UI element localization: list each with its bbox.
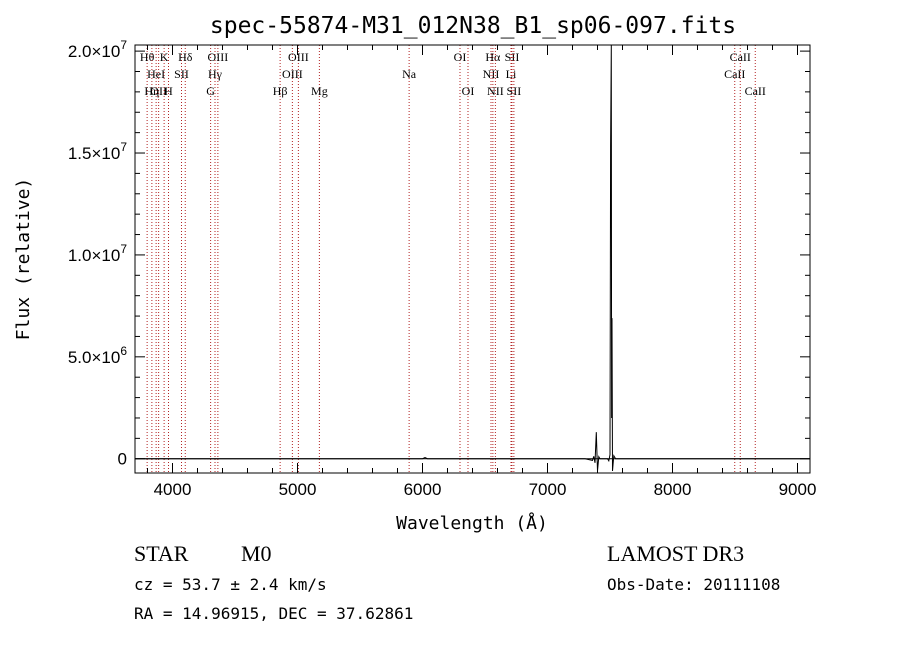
y-tick-mantissa: 5.0×10 (68, 348, 120, 367)
line-marker-label: OIII (288, 50, 309, 64)
spectrum-line (135, 44, 810, 472)
y-tick-label: 1.0×107 (68, 242, 127, 265)
line-marker-label: Hβ (273, 84, 288, 98)
line-marker-label: Na (402, 67, 417, 81)
y-tick-exponent: 7 (120, 242, 127, 256)
y-tick-exponent: 7 (120, 38, 127, 52)
x-tick-label: 7000 (529, 480, 567, 499)
line-marker-label: SII (505, 50, 520, 64)
line-marker-label: SII (174, 67, 189, 81)
y-tick-mantissa: 0 (118, 450, 127, 469)
chart-title: spec-55874-M31_012N38_B1_sp06-097.fits (210, 13, 736, 39)
line-marker-label: K (160, 50, 169, 64)
line-marker-label: NII (483, 67, 500, 81)
coordinates: RA = 14.96915, DEC = 37.62861 (134, 604, 413, 623)
y-tick-mantissa: 1.5×10 (68, 144, 120, 163)
y-tick-mantissa: 2.0×10 (68, 42, 120, 61)
line-marker-label: CaII (730, 50, 751, 64)
y-tick-mantissa: 1.0×10 (68, 246, 120, 265)
line-marker-label: Mg (311, 84, 328, 98)
line-marker-label: OI (454, 50, 467, 64)
y-tick-exponent: 6 (120, 344, 127, 358)
survey-name: LAMOST DR3 (607, 541, 744, 566)
spectral-line-markers: HθHηHeIOIIKHSIIHδGHγOIIIHβOIIIOIIIMgNaOI… (140, 45, 766, 473)
line-marker-label: OIII (208, 50, 229, 64)
line-marker-label: Hδ (178, 50, 193, 64)
y-axis-label: Flux (relative) (13, 178, 34, 341)
x-tick-label: 4000 (154, 480, 192, 499)
x-tick-label: 9000 (779, 480, 817, 499)
object-class: STAR (134, 541, 189, 566)
y-tick-exponent: 7 (120, 140, 127, 154)
x-tick-label: 8000 (654, 480, 692, 499)
plot-frame (134, 44, 811, 474)
line-marker-label: CaII (724, 67, 745, 81)
line-marker-label: Hγ (208, 67, 223, 81)
line-marker-label: Hη (144, 84, 159, 98)
line-marker-label: OIII (282, 67, 303, 81)
x-tick-label: 5000 (279, 480, 317, 499)
line-marker-label: CaII (745, 84, 766, 98)
x-axis-label: Wavelength (Å) (396, 512, 548, 534)
line-marker-label: OII (150, 84, 167, 98)
y-tick-label: 5.0×106 (68, 344, 127, 367)
line-marker-label: Li (506, 67, 517, 81)
spectrum-series (135, 44, 810, 472)
redshift-cz: cz = 53.7 ± 2.4 km/s (134, 575, 327, 594)
obs-date: Obs-Date: 20111108 (607, 575, 780, 594)
x-tick-label: 6000 (404, 480, 442, 499)
line-marker-label: Hθ (140, 50, 155, 64)
line-marker-label: H (164, 84, 173, 98)
y-tick-label: 1.5×107 (68, 140, 127, 163)
y-tick-label: 2.0×107 (68, 38, 127, 61)
line-marker-label: G (206, 84, 215, 98)
line-marker-label: Hα (485, 50, 501, 64)
line-marker-label: SII (507, 84, 522, 98)
x-axis-ticks: 4000 5000 6000 7000 8000 9000 (147, 45, 817, 499)
line-marker-label: OI (462, 84, 475, 98)
object-subclass: M0 (241, 541, 272, 566)
y-tick-label: 0 (118, 450, 127, 469)
line-marker-label: NII (487, 84, 504, 98)
line-marker-label: HeI (147, 67, 165, 81)
